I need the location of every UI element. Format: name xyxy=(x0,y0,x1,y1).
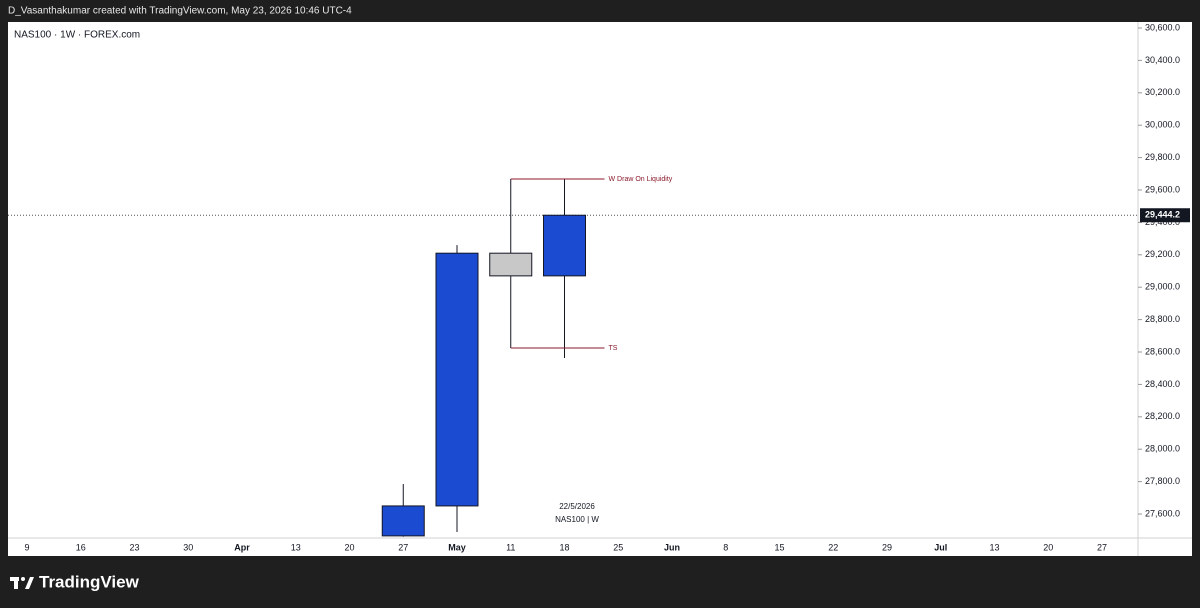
header-text: D_Vasanthakumar created with TradingView… xyxy=(8,6,352,17)
brand: TradingView xyxy=(39,572,140,591)
logo xyxy=(10,577,34,589)
y-tick-label: 29,800.0 xyxy=(1145,152,1180,162)
y-tick-label: 27,600.0 xyxy=(1145,508,1180,518)
x-tick-label: Jun xyxy=(664,542,680,552)
x-tick-label: 18 xyxy=(559,542,569,552)
y-tick-label: 29,600.0 xyxy=(1145,184,1180,194)
x-tick-label: 8 xyxy=(723,542,728,552)
x-tick-label: 25 xyxy=(613,542,623,552)
y-tick-label: 27,800.0 xyxy=(1145,476,1180,486)
x-tick-label: 13 xyxy=(989,542,999,552)
x-tick-label: 20 xyxy=(1043,542,1053,552)
last-price-box xyxy=(1140,208,1190,223)
y-tick-label: 28,400.0 xyxy=(1145,379,1180,389)
y-tick-label: 28,600.0 xyxy=(1145,346,1180,356)
x-tick-label: 20 xyxy=(344,542,354,552)
y-tick-label: 29,200.0 xyxy=(1145,249,1180,259)
chart-area xyxy=(8,22,1192,556)
candle-body xyxy=(543,214,586,277)
x-tick-label: 11 xyxy=(506,542,515,552)
x-tick-label: 23 xyxy=(129,542,139,552)
y-tick-label: 29,000.0 xyxy=(1145,282,1180,292)
annotation: 22/5/2026 xyxy=(559,502,595,511)
candle-body xyxy=(435,252,479,507)
x-tick-label: 27 xyxy=(1097,542,1107,552)
candle-body xyxy=(381,505,425,537)
y-tick-label: 30,400.0 xyxy=(1145,55,1180,65)
y-tick-label: 30,200.0 xyxy=(1145,87,1180,97)
level-label: TS xyxy=(609,345,618,352)
last-price-label: 29,444.2 xyxy=(1145,210,1180,220)
x-tick-label: 30 xyxy=(183,542,193,552)
annotation: NAS100 | W xyxy=(555,515,599,524)
x-tick-label: 15 xyxy=(774,542,784,552)
x-tick-label: 22 xyxy=(828,542,838,552)
x-tick-label: May xyxy=(448,542,466,552)
level-label: W Draw On Liquidity xyxy=(609,176,673,183)
x-tick-label: 13 xyxy=(291,542,301,552)
plot xyxy=(8,178,1138,537)
y-tick-label: 28,000.0 xyxy=(1145,444,1180,454)
x-tick-label: 16 xyxy=(76,542,86,552)
y-tick-label: 30,000.0 xyxy=(1145,120,1180,130)
x-tick-label: Jul xyxy=(934,542,947,552)
chart-title: NAS100 · 1W · FOREX.com xyxy=(14,30,140,41)
x-tick-label: Apr xyxy=(234,542,250,552)
candle-body xyxy=(489,252,533,277)
x-tick-label: 9 xyxy=(24,542,29,552)
y-tick-label: 28,800.0 xyxy=(1145,314,1180,324)
y-tick-label: 30,600.0 xyxy=(1145,22,1180,32)
x-tick-label: 27 xyxy=(398,542,408,552)
y-tick-label: 28,200.0 xyxy=(1145,411,1180,421)
x-tick-label: 29 xyxy=(882,542,892,552)
